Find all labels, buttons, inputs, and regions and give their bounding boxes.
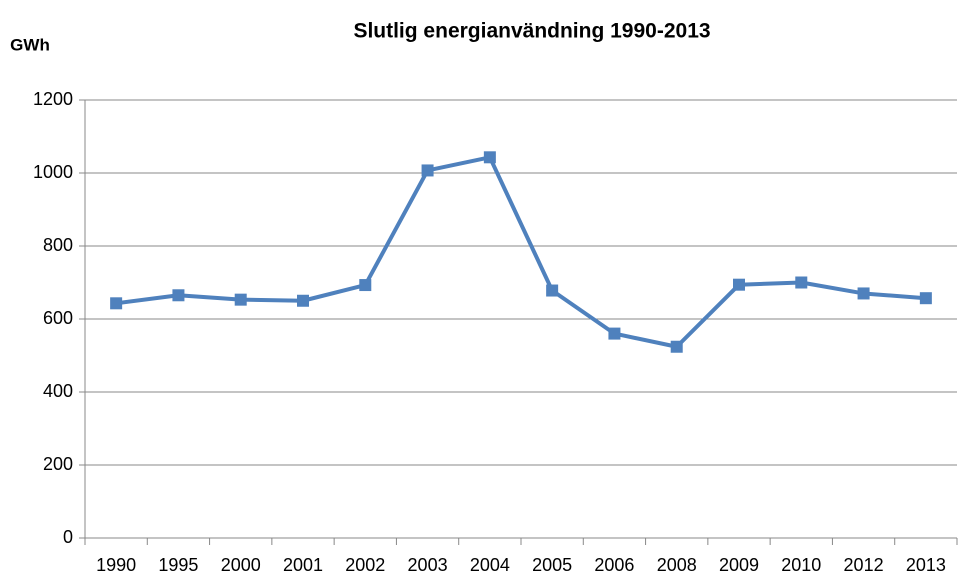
marker: [297, 294, 309, 307]
x-tick-label: 2000: [221, 555, 261, 575]
marker: [919, 292, 932, 305]
marker: [670, 340, 683, 353]
x-tick-label: 1990: [96, 555, 136, 575]
marker: [483, 151, 496, 164]
y-axis-label: GWh: [10, 35, 50, 54]
line: [115, 155, 927, 349]
x-tick-label: 2010: [781, 555, 821, 575]
chart-title: Slutlig energianvändning 1990-2013: [353, 20, 710, 43]
x-tick-label: 2005: [532, 555, 572, 575]
x-tick-label: 2008: [657, 555, 697, 575]
marker: [421, 164, 434, 177]
y-tick-label: 200: [43, 454, 73, 474]
marker: [795, 276, 808, 289]
marker: [857, 287, 870, 300]
y-tick-label: 600: [43, 308, 73, 328]
x-tick-label: 2006: [594, 555, 634, 575]
x-tick-label: 2012: [844, 555, 884, 575]
x-tick-label: 1995: [158, 555, 198, 575]
marker: [110, 297, 123, 310]
marker: [359, 279, 372, 292]
y-tick-label: 1200: [33, 89, 73, 109]
x-tick-label: 2003: [408, 555, 448, 575]
y-tick-label: 0: [63, 527, 73, 547]
marker: [546, 284, 559, 297]
marker: [608, 327, 621, 340]
x-tick-label: 2004: [470, 555, 510, 575]
y-tick-label: 400: [43, 381, 73, 401]
marker: [733, 278, 745, 291]
x-tick-label: 2001: [283, 555, 323, 575]
x-tick-label: 2013: [906, 555, 946, 575]
x-tick-label: 2009: [719, 555, 759, 575]
y-tick-label: 800: [43, 235, 73, 255]
x-tick-label: 2002: [345, 555, 385, 575]
y-tick-label: 1000: [33, 162, 73, 182]
marker: [172, 289, 185, 302]
marker: [234, 293, 247, 306]
